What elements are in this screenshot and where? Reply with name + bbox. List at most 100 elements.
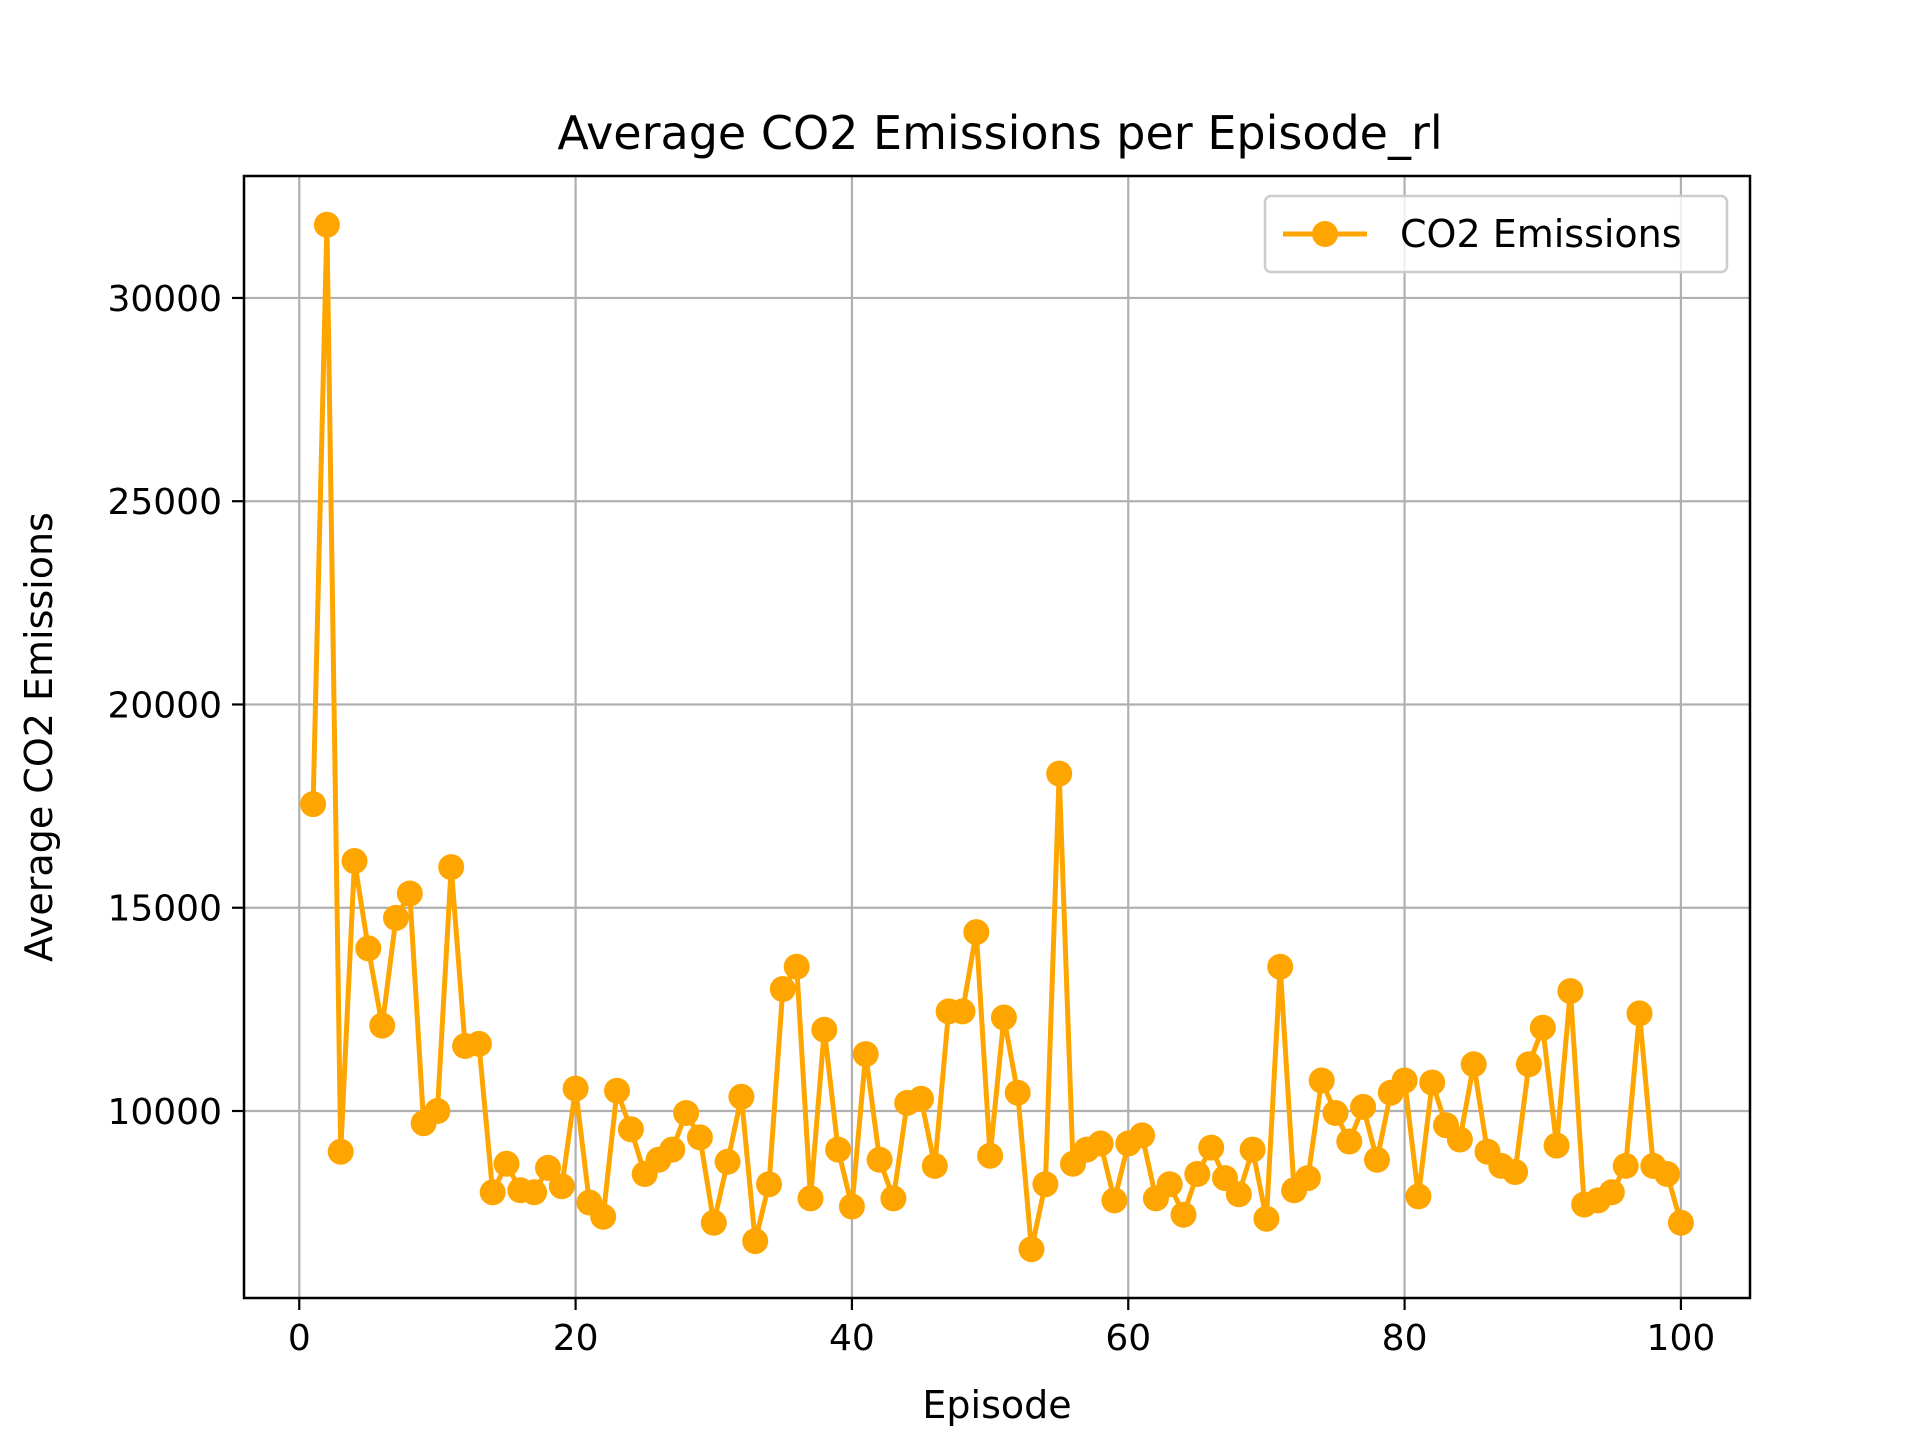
- plot-area-frame: [242, 174, 1752, 1300]
- data-point: [742, 1228, 769, 1255]
- data-point: [1626, 1000, 1653, 1027]
- data-point: [1004, 1079, 1031, 1106]
- data-point: [908, 1085, 934, 1112]
- chart-title: Average CO2 Emissions per Episode_rl: [557, 106, 1442, 160]
- data-point: [1350, 1093, 1377, 1120]
- data-point: [797, 1185, 824, 1212]
- data-point: [811, 1016, 838, 1043]
- data-point: [866, 1146, 893, 1173]
- data-point: [604, 1077, 630, 1104]
- data-point: [686, 1124, 713, 1151]
- data-point: [521, 1179, 548, 1206]
- data-point: [1460, 1051, 1487, 1078]
- data-point: [825, 1136, 852, 1163]
- x-tick-label: 60: [1105, 1318, 1151, 1359]
- data-point: [977, 1142, 1004, 1169]
- data-point: [327, 1138, 354, 1165]
- data-point: [535, 1154, 561, 1181]
- legend-box: [1263, 194, 1729, 274]
- data-point: [479, 1179, 506, 1206]
- data-point: [1543, 1132, 1570, 1159]
- data-point: [355, 935, 382, 962]
- data-point: [438, 854, 465, 881]
- data-point: [548, 1173, 575, 1200]
- x-tick-label: 20: [553, 1318, 599, 1359]
- data-point: [617, 1116, 644, 1143]
- series-points: [300, 211, 1694, 1263]
- data-point: [852, 1041, 879, 1068]
- y-tick-label: 15000: [107, 889, 222, 930]
- data-point: [1529, 1014, 1556, 1041]
- legend-marker: [1312, 221, 1338, 247]
- data-point: [1101, 1187, 1128, 1214]
- data-point: [424, 1098, 451, 1124]
- data-point: [1239, 1136, 1266, 1163]
- y-tick-label: 20000: [107, 685, 222, 726]
- data-point: [838, 1193, 865, 1220]
- data-point: [1046, 760, 1073, 787]
- data-point: [1253, 1205, 1280, 1232]
- y-ticks: 10000 15000 20000 25000 30000: [107, 279, 244, 1133]
- data-point: [1557, 978, 1584, 1005]
- data-point: [1598, 1179, 1625, 1206]
- data-point: [963, 919, 990, 946]
- data-point: [1419, 1069, 1446, 1096]
- y-tick-label: 10000: [107, 1092, 222, 1133]
- data-point: [1129, 1122, 1156, 1149]
- legend-label: CO2 Emissions: [1400, 212, 1682, 256]
- data-point: [880, 1185, 907, 1212]
- data-point: [341, 848, 368, 874]
- data-point: [1612, 1152, 1639, 1179]
- data-point: [1087, 1130, 1114, 1157]
- x-ticks: 0 20 40 60 80 100: [288, 1298, 1715, 1359]
- data-point: [493, 1150, 520, 1177]
- data-point: [1267, 953, 1294, 980]
- data-point: [1156, 1171, 1183, 1198]
- data-point: [1170, 1201, 1197, 1228]
- data-point: [714, 1148, 741, 1175]
- data-point: [369, 1012, 396, 1039]
- data-point: [1515, 1051, 1542, 1078]
- data-point: [700, 1209, 727, 1236]
- data-point: [728, 1083, 755, 1110]
- data-point: [396, 880, 423, 907]
- data-point: [783, 953, 810, 980]
- data-point: [1336, 1128, 1363, 1155]
- data-point: [383, 904, 409, 931]
- data-point: [1184, 1161, 1211, 1187]
- data-point: [1322, 1100, 1349, 1126]
- data-point: [1198, 1134, 1225, 1161]
- data-point: [1018, 1236, 1045, 1263]
- data-point: [1308, 1067, 1335, 1094]
- data-point: [673, 1100, 700, 1126]
- data-point: [1294, 1165, 1321, 1192]
- data-point: [1032, 1171, 1059, 1198]
- data-point: [756, 1171, 782, 1198]
- data-point: [465, 1030, 492, 1057]
- y-tick-label: 25000: [107, 482, 222, 523]
- x-tick-label: 100: [1647, 1318, 1716, 1359]
- y-tick-label: 30000: [107, 279, 222, 320]
- data-point: [590, 1203, 617, 1230]
- series-line: [310, 222, 1684, 1252]
- data-point: [769, 976, 796, 1002]
- grid-lines: [244, 176, 1750, 1298]
- data-point: [1391, 1067, 1418, 1094]
- data-point: [990, 1004, 1017, 1031]
- x-tick-label: 40: [829, 1318, 875, 1359]
- data-point: [300, 791, 327, 818]
- data-point: [313, 211, 340, 238]
- data-point: [921, 1152, 948, 1179]
- data-point: [1502, 1159, 1529, 1185]
- data-point: [1446, 1126, 1473, 1153]
- data-point: [1654, 1161, 1681, 1187]
- x-tick-label: 0: [288, 1318, 311, 1359]
- legend: CO2 Emissions: [1263, 194, 1729, 274]
- x-tick-label: 80: [1382, 1318, 1428, 1359]
- data-point: [1667, 1209, 1694, 1236]
- data-point: [1225, 1181, 1252, 1208]
- x-axis-label: Episode: [922, 1383, 1071, 1427]
- y-axis-label: Average CO2 Emissions: [17, 512, 61, 962]
- data-point: [1405, 1183, 1432, 1210]
